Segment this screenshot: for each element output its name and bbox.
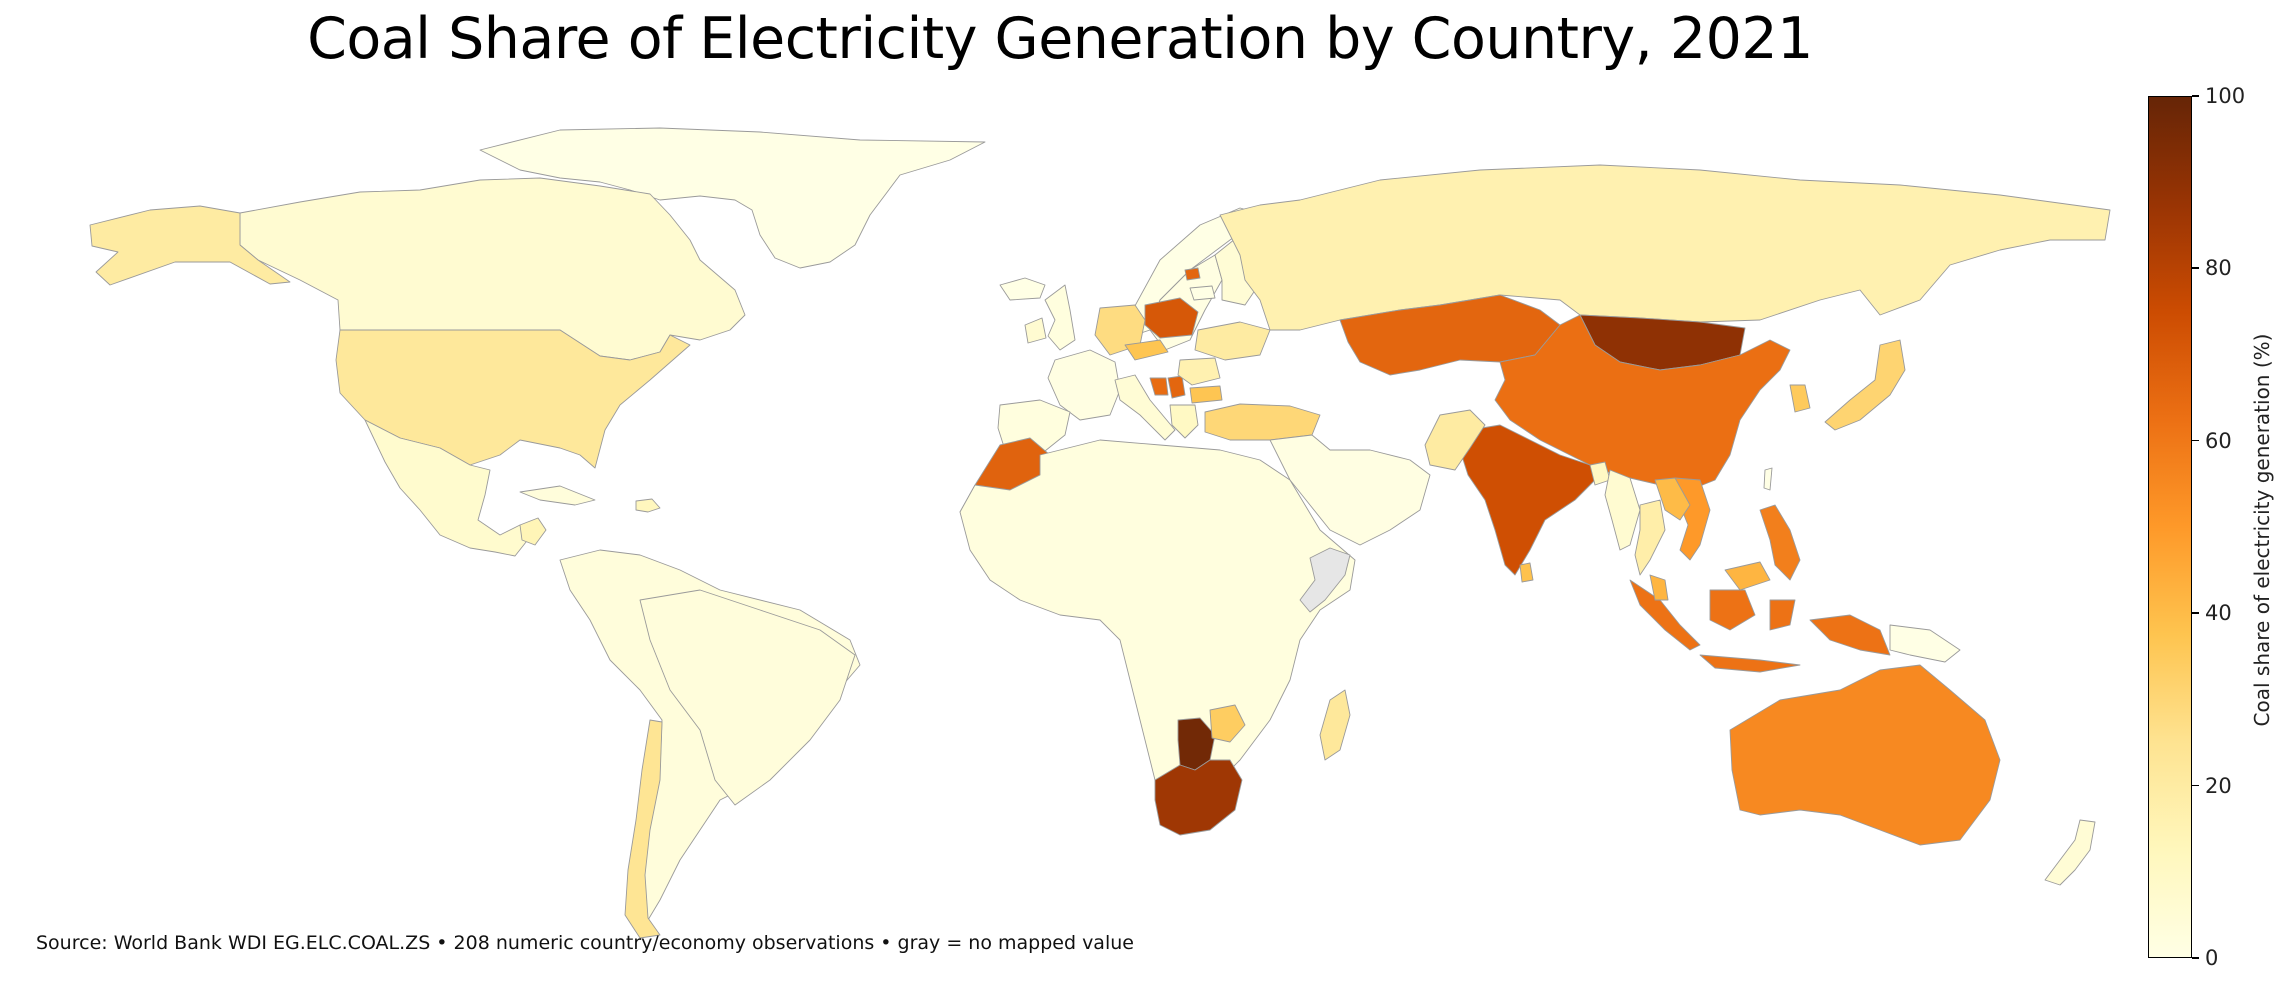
colorbar-tick-label: 0 [2205, 946, 2219, 970]
region-italy: Italy [1114, 374, 1176, 441]
region-bosnia-and-herzegovina: Bosnia and Herzegovina [1149, 377, 1169, 396]
region-papua-new-guinea: Papua New Guinea [1889, 624, 1961, 663]
colorbar-label: Coal share of electricity generation (%) [2250, 333, 2274, 727]
region-serbia: Serbia [1167, 375, 1186, 399]
region-china: China [1494, 314, 1791, 491]
region-greenland: Greenland [479, 127, 986, 269]
region-bulgaria: Bulgaria [1189, 385, 1223, 404]
region-pakistan: Pakistan [1424, 409, 1486, 471]
map-title: Coal Share of Electricity Generation by … [307, 6, 1813, 72]
region-myanmar: Myanmar [1604, 469, 1641, 551]
region-united-kingdom: United Kingdom [1044, 284, 1076, 351]
colorbar-tick-label: 100 [2205, 84, 2246, 108]
region-chile: Chile [624, 719, 663, 939]
region-australia: Australia [1729, 664, 2001, 846]
region-brazil: Brazil [639, 589, 856, 806]
region-somalia: Somalia [1299, 547, 1351, 613]
region-sri-lanka: Sri Lanka [1519, 562, 1534, 583]
region-canada: Canada [239, 177, 746, 361]
region-dominican-republic: Dominican Republic [635, 498, 661, 513]
region-indonesia: Indonesia [1629, 579, 1891, 673]
region-czech-republic: Czech Republic [1124, 339, 1169, 361]
region-lithuania: Lithuania [1189, 285, 1216, 301]
region-south-africa: South Africa [1154, 759, 1243, 836]
region-russia: Russia [1219, 164, 2111, 331]
region-romania: Romania [1177, 357, 1221, 386]
region-philippines: Philippines [1759, 504, 1801, 581]
region-malaysia: Malaysia [1649, 561, 1771, 601]
colorbar-tick-label: 40 [2205, 601, 2232, 626]
region-madagascar: Madagascar [1319, 689, 1351, 761]
region-cuba: Cuba [519, 485, 596, 506]
region-laos: Laos [1654, 477, 1691, 521]
region-india: India [1459, 424, 1601, 576]
region-zimbabwe: Zimbabwe [1209, 704, 1246, 743]
colorbar: 0 20 40 60 80 100 [2148, 84, 2288, 970]
region-japan: Japan [1824, 339, 1906, 431]
region-middle-east-most-countries: Middle East (most countries) [1269, 434, 1431, 546]
region-iceland: Iceland [999, 277, 1046, 301]
region-ireland: Ireland [1024, 317, 1047, 344]
region-ukraine: Ukraine [1194, 321, 1271, 361]
region-new-zealand: New Zealand [2044, 819, 2096, 886]
region-greece: Greece [1169, 404, 1199, 439]
region-taiwan: Taiwan [1763, 467, 1773, 491]
colorbar-tick-label: 20 [2205, 773, 2232, 798]
region-kaliningrad-russia: Kaliningrad (Russia) [1184, 267, 1201, 281]
region-thailand: Thailand [1634, 499, 1666, 576]
region-south-korea: South Korea [1789, 384, 1811, 413]
choropleth-map: GreenlandCanadaAlaska (United States) Uni… [89, 127, 2111, 939]
region-alaska-united-states: Alaska (United States) [89, 205, 291, 286]
region-poland: Poland [1144, 297, 1199, 339]
region-africa-most-countries: Africa (most countries) [959, 439, 1356, 811]
colorbar-tick-label: 80 [2205, 256, 2232, 281]
region-france: France [1047, 349, 1121, 421]
region-guatemala: Guatemala [519, 517, 547, 546]
region-turkey: Turkey [1204, 403, 1321, 441]
colorbar-gradient [2148, 96, 2192, 958]
source-note: Source: World Bank WDI EG.ELC.COAL.ZS • … [36, 932, 1134, 954]
colorbar-tick-label: 60 [2205, 428, 2232, 453]
